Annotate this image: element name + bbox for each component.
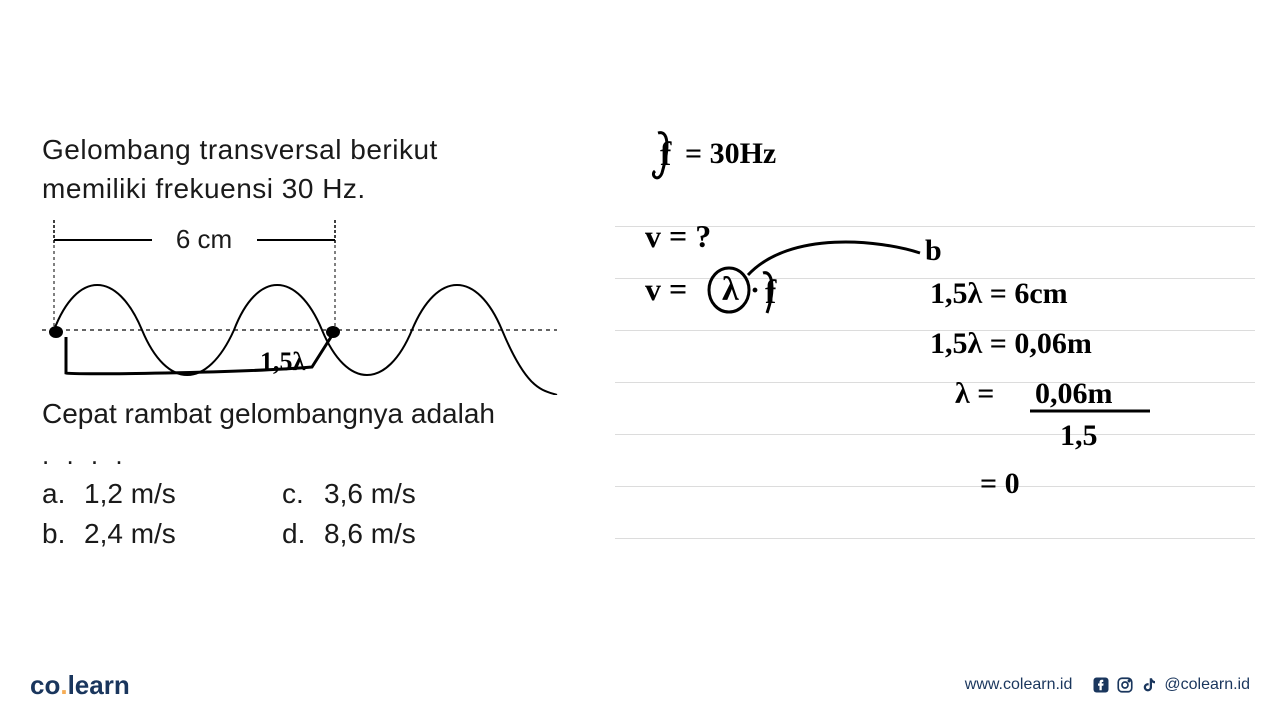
hw-arrow-b: b [925,234,942,267]
svg-text:λ =: λ = [955,377,994,410]
hw-v-q: v = ? [645,218,711,254]
option-d-label: d. [282,518,306,550]
hw-calc3-den: 1,5 [1060,419,1098,452]
question-block: Gelombang transversal berikut memiliki f… [42,130,602,208]
logo: co.learn [30,670,130,701]
options-grid: a. 1,2 m/s c. 3,6 m/s b. 2,4 m/s d. 8,6 … [42,478,522,550]
logo-part1: co [30,670,60,700]
facebook-icon [1092,676,1110,694]
content-area: Gelombang transversal berikut memiliki f… [0,0,1280,650]
tiktok-icon [1140,676,1158,694]
hw-calc2: 1,5λ = 0,06m [930,327,1092,360]
option-d: d. 8,6 m/s [282,518,522,550]
logo-part2: learn [68,670,130,700]
social-icons: @colearn.id [1092,676,1250,694]
option-a-value: 1,2 m/s [84,478,176,510]
option-b-label: b. [42,518,66,550]
hw-calc4: = 0 [980,467,1020,500]
question-line-1: Gelombang transversal berikut [42,130,602,169]
option-c-value: 3,6 m/s [324,478,416,510]
hw-calc3-num: 0,06m [1035,377,1113,410]
option-b-value: 2,4 m/s [84,518,176,550]
option-a-label: a. [42,478,66,510]
svg-text:·: · [750,274,760,307]
question-dots: . . . . [42,440,128,471]
logo-dot: . [60,670,67,700]
footer-handle: @colearn.id [1164,676,1250,694]
question-line-2: memiliki frekuensi 30 Hz. [42,169,602,208]
hw-f-eq: = 30Hz [685,137,776,170]
annotation-15L: 1,5λ [260,347,306,376]
footer: co.learn www.colearn.id @colearn.id [0,650,1280,720]
question-line-3: Cepat rambat gelombangnya adalah [42,398,495,430]
option-c: c. 3,6 m/s [282,478,522,510]
wave-diagram: 6 cm 1,5λ [42,215,562,395]
option-a: a. 1,2 m/s [42,478,282,510]
footer-right: www.colearn.id @colearn.id [965,676,1250,694]
footer-url: www.colearn.id [965,676,1073,694]
svg-text:λ: λ [722,271,739,308]
svg-text:v =: v = [645,271,687,307]
label-6cm: 6 cm [176,224,232,254]
option-b: b. 2,4 m/s [42,518,282,550]
option-d-value: 8,6 m/s [324,518,416,550]
handwriting-area: f = 30Hz v = ? v = λ · f b 1,5λ = 6cm 1,… [630,125,1250,545]
hw-calc1: 1,5λ = 6cm [930,277,1068,310]
option-c-label: c. [282,478,306,510]
instagram-icon [1116,676,1134,694]
